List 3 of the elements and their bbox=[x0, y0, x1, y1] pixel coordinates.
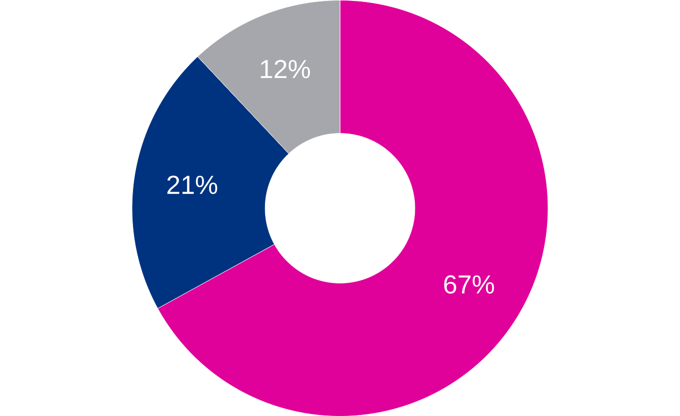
data-label: 21% bbox=[167, 175, 218, 194]
data-label: 12% bbox=[260, 60, 310, 78]
data-label: 67% bbox=[444, 275, 494, 294]
